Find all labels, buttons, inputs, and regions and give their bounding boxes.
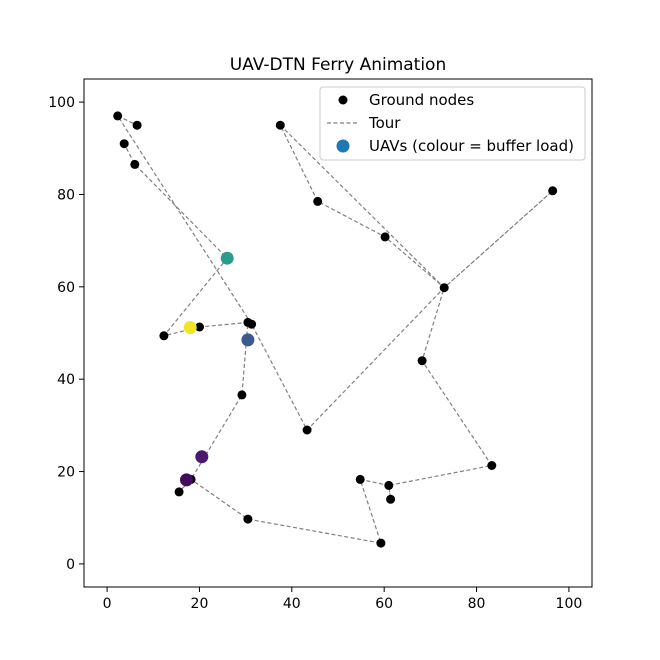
ground-node-3 bbox=[130, 159, 140, 169]
ground-node-18 bbox=[237, 390, 247, 400]
ground-node-6 bbox=[380, 232, 390, 242]
ground-node-4 bbox=[275, 120, 285, 130]
legend-label-tour: Tour bbox=[368, 114, 401, 132]
ground-node-20 bbox=[247, 319, 257, 329]
ground-node-7 bbox=[439, 283, 449, 293]
ground-node-9 bbox=[417, 356, 427, 366]
ground-node-15 bbox=[243, 514, 253, 524]
x-tick-label-80: 80 bbox=[468, 596, 486, 612]
x-tick-label-0: 0 bbox=[103, 596, 112, 612]
legend-box bbox=[319, 86, 586, 161]
uav-marker-0 bbox=[220, 251, 234, 265]
ground-node-14 bbox=[376, 538, 386, 548]
ground-node-17 bbox=[174, 487, 184, 497]
y-tick-label-40: 40 bbox=[57, 372, 75, 388]
y-tick-label-80: 80 bbox=[57, 187, 75, 203]
ground-node-8 bbox=[548, 186, 558, 196]
legend-label-uavs: UAVs (colour = buffer load) bbox=[369, 137, 574, 155]
ground-node-21 bbox=[195, 322, 204, 332]
ground-node-11 bbox=[384, 480, 394, 490]
legend-marker-uavs bbox=[336, 139, 350, 153]
legend: Ground nodes Tour UAVs (colour = buffer … bbox=[319, 86, 586, 161]
y-tick-label-60: 60 bbox=[57, 280, 75, 296]
ground-node-2 bbox=[119, 139, 129, 149]
ground-node-10 bbox=[487, 461, 497, 470]
ground-node-12 bbox=[386, 494, 396, 504]
ground-node-23 bbox=[302, 425, 312, 435]
plot-area bbox=[113, 111, 558, 548]
x-axis: 0 20 40 60 80 100 bbox=[103, 587, 583, 612]
x-tick-label-60: 60 bbox=[375, 596, 393, 612]
legend-label-ground-nodes: Ground nodes bbox=[369, 91, 474, 109]
ground-node-22 bbox=[159, 331, 169, 341]
uav-marker-4 bbox=[180, 473, 193, 487]
uav-marker-3 bbox=[195, 450, 209, 464]
ground-node-1 bbox=[132, 120, 142, 130]
uav-marker-1 bbox=[183, 321, 197, 334]
ground-node-13 bbox=[355, 474, 365, 484]
y-axis: 0 20 40 60 80 100 bbox=[48, 95, 84, 573]
y-tick-label-20: 20 bbox=[57, 465, 75, 481]
y-tick-label-0: 0 bbox=[66, 557, 75, 573]
ground-node-0 bbox=[113, 111, 123, 121]
uav-marker-2 bbox=[241, 333, 255, 347]
tour-line bbox=[116, 114, 554, 544]
ground-node-5 bbox=[313, 196, 323, 206]
axes-frame bbox=[83, 78, 593, 588]
x-tick-label-100: 100 bbox=[556, 596, 583, 612]
legend-marker-ground-nodes bbox=[338, 95, 348, 105]
x-tick-label-20: 20 bbox=[191, 596, 209, 612]
chart-title: UAV-DTN Ferry Animation bbox=[230, 55, 446, 75]
y-tick-label-100: 100 bbox=[48, 95, 75, 111]
x-tick-label-40: 40 bbox=[283, 596, 301, 612]
